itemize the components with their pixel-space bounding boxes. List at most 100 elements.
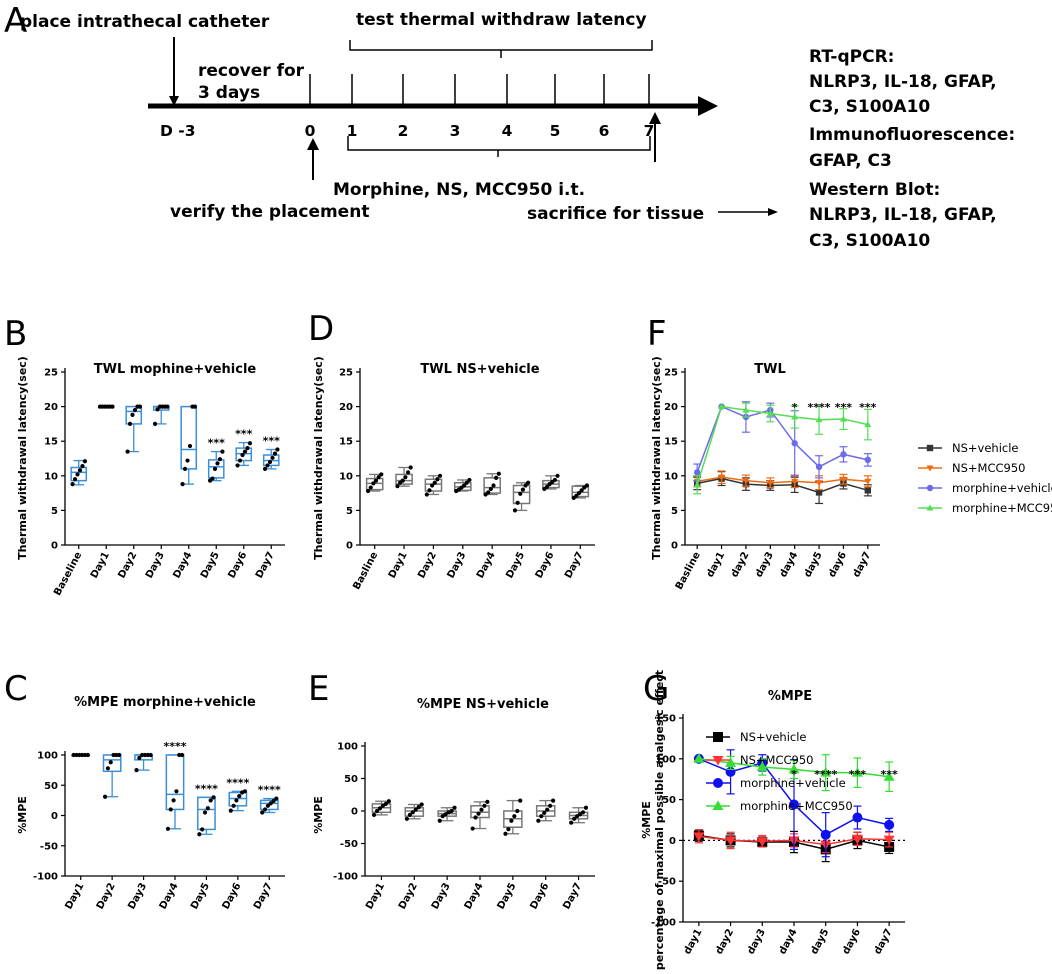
chart-d-twl-ns: TWL NS+vehicle Thermal withdrawal latency… [312, 356, 595, 592]
data-point [168, 807, 173, 812]
x-tick-label: day6 [841, 927, 863, 956]
data-point [247, 441, 253, 446]
data-point [427, 488, 432, 493]
data-point [187, 443, 193, 449]
data-point [404, 816, 409, 821]
x-tick-label: Day6 [221, 881, 244, 911]
data-point [376, 475, 381, 480]
x-tick-label: Day6 [226, 550, 249, 580]
series-marker [840, 451, 847, 458]
wb-line-2: C3, S100A10 [809, 231, 930, 251]
y-tick-label: 50 [44, 781, 58, 792]
data-point [452, 805, 457, 810]
panel-letter-g: G [643, 669, 669, 709]
data-point [165, 404, 170, 409]
significance-stars: **** [226, 776, 249, 789]
data-point [583, 805, 589, 810]
data-point [85, 752, 90, 758]
panel-letter-a: A [4, 1, 27, 41]
series-marker [788, 763, 800, 774]
panel-letter-f: F [647, 314, 667, 354]
data-point [185, 458, 190, 463]
series-marker [791, 478, 799, 485]
significance-stars: **** [808, 401, 831, 414]
data-point [413, 807, 418, 812]
chart-e-mpe-ns: %MPE NS+vehicle %MPE -100 -50 0 50 100 Day1 Day2… [312, 697, 595, 911]
y-tick-label: 0 [671, 541, 678, 552]
significance-stars: **** [195, 782, 218, 795]
x-tick-label: Day1 [63, 881, 86, 911]
series-marker [815, 463, 823, 471]
y-tick-label: 20 [339, 402, 353, 413]
data-point [242, 789, 248, 794]
data-point [265, 803, 270, 808]
x-tick-label: Day1 [364, 881, 387, 911]
data-point [152, 421, 158, 426]
data-point [486, 490, 491, 495]
data-point [215, 461, 220, 466]
panel-letter-e: E [308, 669, 329, 709]
data-point [440, 814, 445, 819]
x-tick-label: day2 [714, 927, 736, 956]
x-tick-label: Day5 [189, 881, 212, 911]
significance-stars: **** [814, 768, 837, 781]
data-point [231, 803, 236, 808]
data-point [228, 808, 233, 813]
data-point [512, 814, 517, 819]
series-marker [852, 812, 863, 823]
y-tick-label: 20 [664, 402, 678, 413]
series-marker [884, 819, 895, 830]
rtqpcr-line-1: NLRP3, IL-18, GFAP, [809, 72, 997, 92]
data-point [473, 815, 478, 820]
data-point [518, 798, 523, 803]
series-marker [791, 440, 798, 447]
if-title: Immunofluorescence: [809, 125, 1015, 145]
test-bracket [349, 40, 653, 58]
data-point [435, 477, 440, 482]
data-point [432, 480, 437, 485]
data-point [464, 480, 469, 485]
data-point [542, 810, 547, 816]
data-point [494, 475, 499, 480]
data-point [260, 810, 265, 815]
data-point [262, 807, 268, 812]
data-point [102, 794, 108, 799]
data-point [383, 801, 388, 806]
data-point [449, 808, 454, 814]
data-point [200, 827, 205, 832]
data-point [137, 404, 143, 409]
x-tick-label: day7 [851, 550, 873, 579]
data-point [506, 827, 511, 832]
data-point [579, 488, 584, 493]
data-point [485, 799, 490, 805]
legend-marker [926, 444, 934, 452]
data-point [105, 766, 110, 771]
y-tick-label: -50 [40, 841, 58, 852]
timeline-day-label: 1 [347, 122, 358, 140]
data-point [379, 472, 384, 477]
y-tick-label: 10 [664, 471, 678, 482]
data-point [132, 407, 138, 413]
y-tick-label: 100 [337, 742, 358, 753]
x-tick-label: Day3 [126, 881, 149, 911]
legend: NS+vehicle NS+MCC950 morphine+vehicle morph… [706, 730, 853, 813]
data-point [443, 812, 448, 817]
series-marker [693, 481, 701, 488]
significance-stars: *** [235, 428, 253, 441]
data-point [180, 482, 185, 487]
y-tick-label: 0 [51, 541, 58, 552]
verify-label: verify the placement [170, 202, 369, 222]
data-point [437, 473, 443, 478]
data-point [197, 832, 202, 837]
legend-label: NS+MCC950 [740, 753, 813, 767]
y-tick-label: 0 [669, 836, 676, 847]
data-point [577, 812, 583, 817]
data-point [488, 486, 493, 492]
x-tick-label: Day4 [158, 881, 181, 911]
data-point [371, 812, 377, 818]
series-marker [864, 487, 872, 494]
wb-line-1: NLRP3, IL-18, GFAP, [809, 205, 997, 225]
series-marker [725, 757, 737, 767]
x-tick-label: Day6 [528, 881, 551, 911]
